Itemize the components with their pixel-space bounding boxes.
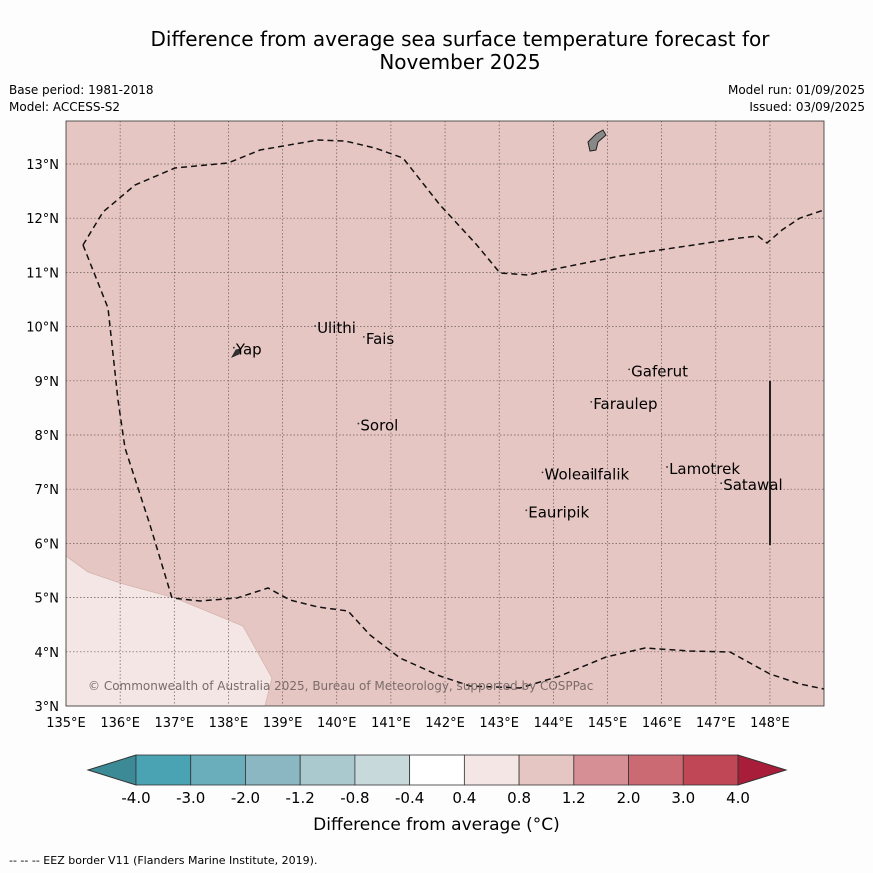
place-marker	[362, 335, 365, 338]
model-name: Model: ACCESS-S2	[9, 100, 121, 114]
lon-tick-label: 143°E	[479, 716, 519, 731]
footer-eez-note: -- -- -- EEZ border V11 (Flanders Marine…	[9, 854, 318, 867]
colorbar-tick-label: -0.8	[340, 789, 369, 807]
colorbar-extend-low	[86, 754, 137, 786]
lon-tick-label: 141°E	[371, 716, 411, 731]
colorbar-tick-label: 1.2	[562, 789, 586, 807]
lat-tick-label: 8°N	[35, 429, 60, 444]
place-label: Eauripik	[528, 503, 589, 521]
lon-tick-label: 144°E	[534, 716, 574, 731]
lon-tick-label: 137°E	[155, 716, 195, 731]
meta-left: Base period: 1981-2018 Model: ACCESS-S2	[9, 83, 154, 117]
colorbar-tick-label: -4.0	[121, 789, 150, 807]
place-marker	[590, 471, 593, 474]
colorbar-segment	[299, 754, 356, 786]
chart-title: Difference from average sea surface temp…	[100, 28, 820, 74]
colorbar-tick-label: -3.0	[176, 789, 205, 807]
colorbar-segment	[682, 754, 739, 786]
colorbar-tick-label: 2.0	[617, 789, 641, 807]
copyright-text: © Commonwealth of Australia 2025, Bureau…	[88, 679, 593, 693]
colorbar-extend-high	[737, 754, 788, 786]
colorbar-title: Difference from average (°C)	[313, 815, 560, 835]
place-labels: Yap Ulithi Fais Sorol Gaferut Faraulep Lamotre…	[232, 319, 783, 521]
model-run: Model run: 01/09/2025	[727, 83, 865, 97]
lat-tick-label: 7°N	[35, 483, 60, 498]
place-label: Woleai	[545, 465, 595, 483]
lat-tick-label: 4°N	[35, 646, 60, 661]
lat-tick-label: 3°N	[35, 700, 60, 715]
lon-tick-label: 140°E	[317, 716, 357, 731]
place-label: Fais	[366, 330, 395, 348]
colorbar-segment	[463, 754, 520, 786]
colorbar-tick-label: 0.4	[452, 789, 476, 807]
colorbar-tick-label: 4.0	[726, 789, 750, 807]
lon-tick-label: 136°E	[100, 716, 140, 731]
lon-tick-label: 147°E	[696, 716, 736, 731]
place-label: Faraulep	[593, 395, 657, 413]
colorbar-segment	[409, 754, 465, 786]
colorbar-segment	[518, 754, 575, 786]
eez-border-west	[82, 244, 825, 690]
lat-tick-label: 11°N	[26, 266, 59, 281]
lon-tick-label: 142°E	[425, 716, 465, 731]
gridlines	[66, 121, 824, 706]
axis-tick-labels: 135°E 136°E 137°E 138°E 139°E 140°E 141°E 142°E…	[26, 158, 789, 731]
issued-date: Issued: 03/09/2025	[749, 100, 865, 114]
place-marker	[232, 346, 235, 349]
place-marker	[525, 509, 528, 512]
lat-tick-label: 12°N	[26, 212, 59, 227]
colorbar-segment	[628, 754, 684, 786]
lon-tick-label: 135°E	[46, 716, 86, 731]
place-marker	[357, 422, 360, 425]
colorbar-segment	[245, 754, 301, 786]
lat-tick-label: 10°N	[26, 321, 59, 336]
title-line-2: November 2025	[379, 50, 541, 74]
eez-border-north	[82, 139, 825, 276]
place-marker	[590, 401, 593, 403]
lon-tick-label: 138°E	[209, 716, 249, 731]
colorbar-tick-label: -0.4	[395, 789, 424, 807]
colorbar: -4.0 -3.0 -2.0 -1.2 -0.8 -0.4 0.4 0.8 1.2 2.0 3.0 4…	[86, 754, 788, 807]
colorbar-tick-label: 3.0	[671, 789, 695, 807]
place-label: Satawal	[723, 476, 782, 494]
place-label: Yap	[235, 341, 262, 359]
meta-right: Model run: 01/09/2025 Issued: 03/09/2025	[728, 83, 865, 117]
lat-tick-label: 6°N	[35, 537, 60, 552]
place-label: Gaferut	[631, 362, 688, 380]
colorbar-tick-label: -1.2	[286, 789, 315, 807]
place-label: Sorol	[360, 417, 398, 435]
colorbar-segment	[354, 754, 411, 786]
map-frame	[65, 120, 825, 707]
place-label: Lamotrek	[669, 460, 740, 478]
colorbar-tick-label: -2.0	[231, 789, 260, 807]
place-marker	[720, 482, 723, 485]
yap-island	[231, 348, 241, 358]
place-label: Ulithi	[317, 319, 356, 337]
place-label: Ifalik	[593, 465, 629, 483]
lat-tick-label: 13°N	[26, 158, 59, 173]
colorbar-tick-label: 0.8	[507, 789, 531, 807]
colorbar-segment	[190, 754, 246, 786]
base-period: Base period: 1981-2018	[9, 83, 154, 97]
lon-tick-label: 145°E	[588, 716, 628, 731]
colorbar-segment	[135, 754, 192, 786]
place-marker	[628, 368, 631, 371]
place-marker	[314, 325, 316, 327]
place-marker	[541, 471, 544, 474]
place-marker	[666, 466, 668, 468]
title-line-1: Difference from average sea surface temp…	[150, 27, 770, 51]
lon-tick-label: 139°E	[263, 716, 303, 731]
colorbar-segment	[573, 754, 629, 786]
lon-tick-label: 148°E	[750, 716, 790, 731]
guam-island	[587, 129, 607, 152]
lat-tick-label: 9°N	[35, 375, 60, 390]
lat-tick-label: 5°N	[35, 592, 60, 607]
lon-tick-label: 146°E	[642, 716, 682, 731]
